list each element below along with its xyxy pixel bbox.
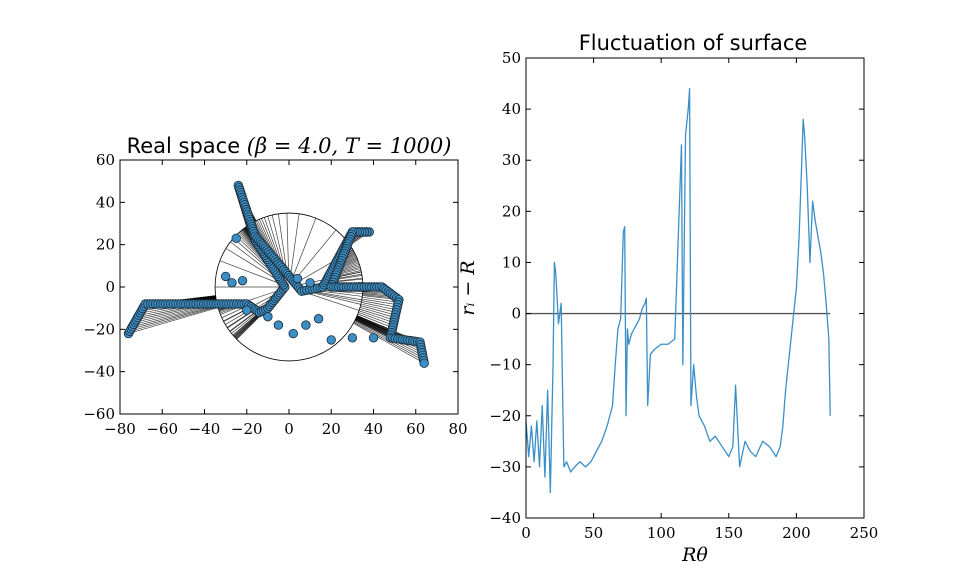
1-x-tick-label: 250: [850, 524, 879, 542]
1-y-tick-label: −40: [489, 509, 521, 527]
surface-point: [231, 233, 241, 244]
1-y-tick-label: −10: [489, 356, 521, 374]
radial-spoke: [277, 213, 288, 274]
0-x-tick-label: 40: [364, 420, 383, 438]
1-x-tick-label: 150: [714, 524, 743, 542]
surface-point: [347, 333, 358, 343]
0-y-tick-label: 0: [105, 278, 115, 296]
radial-spoke: [358, 310, 394, 323]
0-y-tick-label: −40: [83, 363, 115, 381]
radial-spoke: [353, 323, 425, 364]
0-x-tick-label: 0: [284, 420, 294, 438]
fluctuation-axes-frame: [525, 57, 865, 519]
surface-point: [273, 320, 284, 330]
fluctuation-ylabel: rᵢ − R: [457, 260, 479, 315]
1-y-tick-label: 50: [502, 49, 521, 67]
1-x-tick-label: 200: [782, 524, 811, 542]
radial-spoke: [359, 307, 396, 318]
real-space-panel: Real space (β = 4.0, T = 1000) −80 −60 −40…: [83, 134, 467, 438]
radial-spoke: [128, 307, 219, 334]
1-y-tick-label: 0: [511, 305, 521, 323]
radial-spoke: [361, 302, 397, 311]
real-space-marks: [123, 180, 429, 368]
0-x-tick-label: −20: [231, 420, 263, 438]
radial-spoke: [291, 217, 317, 280]
surface-point: [419, 358, 429, 368]
0-y-tick-label: −60: [83, 405, 115, 423]
fluctuation-title: Fluctuation of surface: [579, 31, 808, 55]
surface-point: [288, 328, 298, 339]
surface-point: [313, 314, 324, 324]
radial-spoke: [360, 303, 397, 313]
radial-spoke: [360, 305, 396, 316]
1-x-tick-label: 0: [521, 524, 531, 542]
1-y-tick-label: 40: [502, 100, 521, 118]
radial-spoke: [219, 260, 284, 286]
surface-point: [305, 278, 315, 288]
radial-spoke: [286, 212, 290, 276]
surface-point: [237, 275, 248, 286]
radial-spoke: [129, 306, 218, 332]
surface-point: [301, 320, 311, 330]
fluctuation-marks: [525, 88, 831, 494]
surface-point: [220, 271, 231, 282]
0-x-tick-label: −80: [104, 420, 136, 438]
surface-point: [368, 333, 379, 343]
1-y-tick-label: −30: [489, 458, 521, 476]
radial-spoke: [289, 213, 300, 278]
fluctuation-ticks: 0 50 100 150 200 250 −40 −30 −20 −10 0 10 20 30 40 50: [489, 49, 878, 542]
radial-spoke: [225, 248, 283, 284]
real-space-title-text: Real space: [127, 134, 247, 158]
0-x-tick-label: 60: [406, 420, 425, 438]
radial-spoke: [361, 298, 398, 306]
1-y-tick-label: 10: [502, 253, 521, 271]
0-x-tick-label: −60: [146, 420, 178, 438]
radial-spoke: [358, 312, 394, 326]
1-x-tick-label: 50: [584, 524, 603, 542]
real-space-title-math: (β = 4.0, T = 1000): [247, 134, 452, 158]
1-y-tick-label: 30: [502, 151, 521, 169]
surface-point: [227, 278, 237, 288]
radial-spoke: [229, 310, 258, 332]
0-x-tick-label: −40: [189, 420, 221, 438]
1-x-tick-label: 100: [647, 524, 676, 542]
0-y-tick-label: 40: [96, 193, 115, 211]
0-y-tick-label: 20: [96, 236, 115, 254]
radial-spoke: [130, 305, 218, 330]
fluctuation-xlabel: Rθ: [681, 544, 708, 566]
radial-spoke: [354, 319, 391, 339]
radial-spoke: [359, 308, 395, 321]
radial-spoke: [132, 304, 218, 328]
radial-spoke: [301, 290, 360, 311]
radial-spoke: [293, 229, 337, 282]
1-y-tick-label: −20: [489, 407, 521, 425]
0-x-tick-label: 80: [448, 420, 467, 438]
0-y-tick-label: −20: [83, 320, 115, 338]
surface-point: [242, 305, 252, 315]
radial-spoke: [357, 313, 393, 328]
surface-point: [292, 273, 303, 284]
fluctuation-panel: Fluctuation of surface 0 50 100 150 200 250−4…: [457, 31, 878, 566]
surface-point: [326, 335, 336, 345]
radial-spoke: [362, 296, 399, 303]
surface-point: [263, 311, 273, 322]
real-space-title: Real space (β = 4.0, T = 1000): [127, 134, 452, 158]
1-y-tick-label: 20: [502, 202, 521, 220]
0-x-tick-label: 20: [322, 420, 341, 438]
fluctuation-series-line: [525, 88, 831, 494]
radial-spoke: [361, 300, 398, 308]
0-y-tick-label: 60: [96, 151, 115, 169]
